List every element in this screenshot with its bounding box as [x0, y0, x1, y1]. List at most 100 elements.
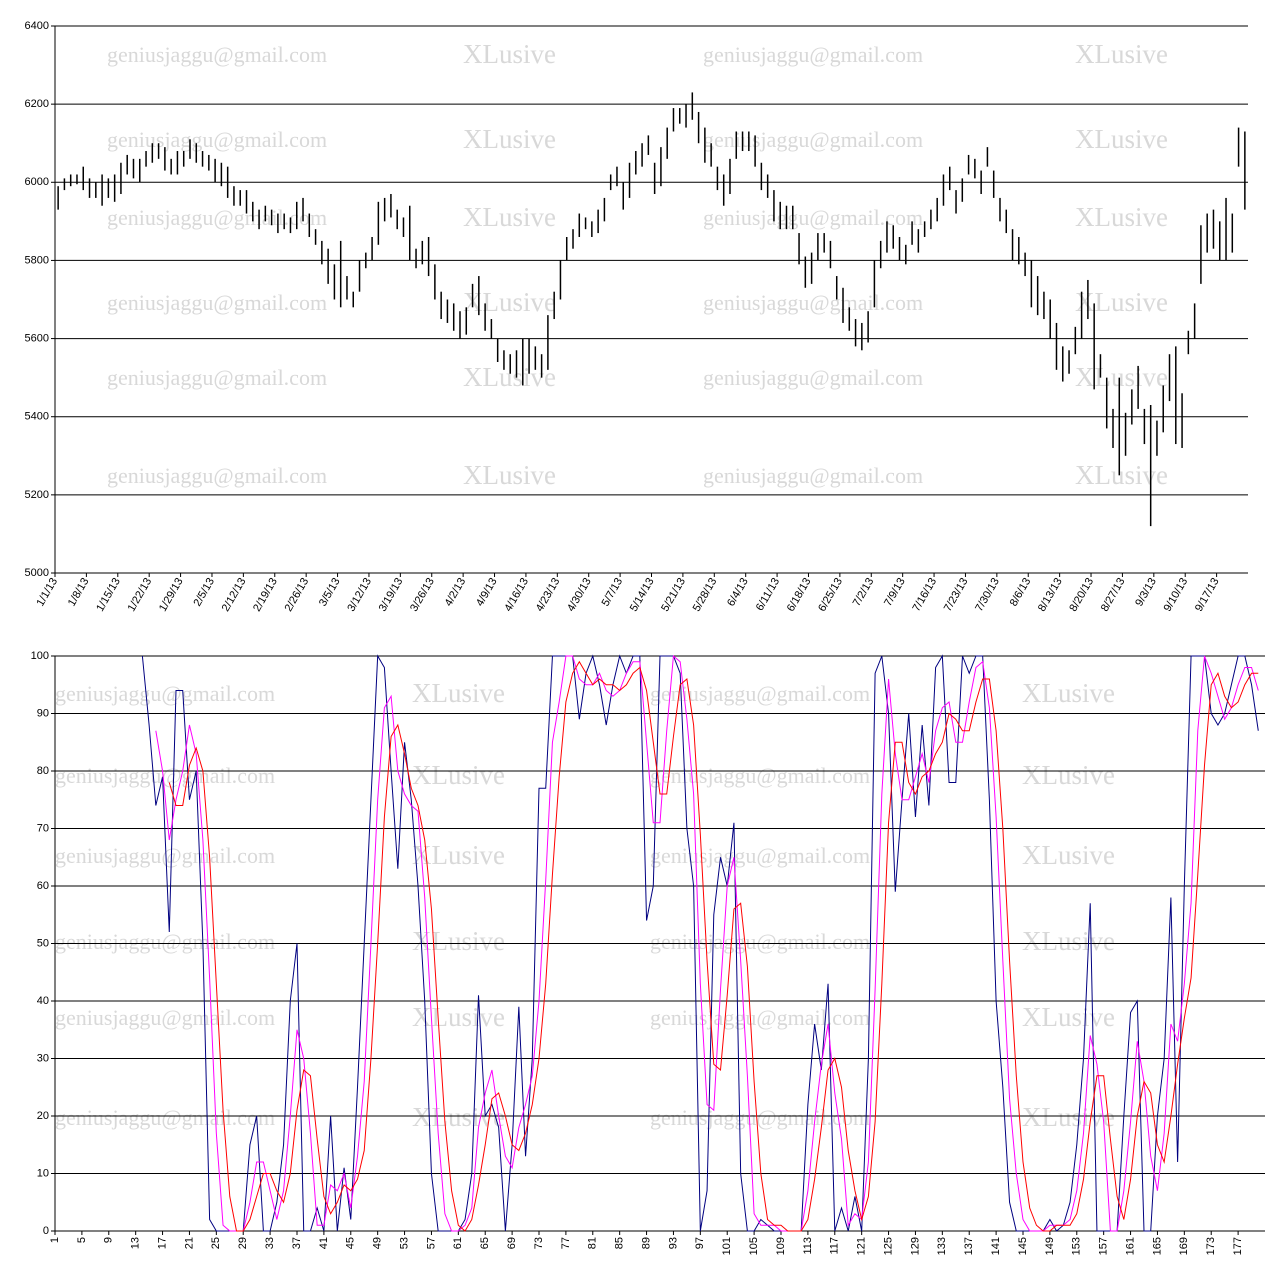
watermark: geniusjaggu@gmail.com [703, 463, 923, 488]
watermark: XLusive [412, 1002, 505, 1032]
x-tick-label: 25 [210, 1237, 222, 1249]
x-tick-label: 2/19/13 [251, 576, 280, 614]
y-tick-label: 90 [37, 707, 49, 719]
x-tick-label: 1/1/13 [34, 576, 60, 608]
watermark: geniusjaggu@gmail.com [703, 205, 923, 230]
watermark: geniusjaggu@gmail.com [55, 843, 275, 868]
x-tick-label: 4/23/13 [534, 576, 563, 614]
x-tick-label: 89 [640, 1237, 652, 1249]
x-tick-label: 7/16/13 [910, 576, 939, 614]
x-tick-label: 6/18/13 [785, 576, 814, 614]
series-line [168, 660, 1259, 1232]
x-tick-label: 6/4/13 [725, 576, 751, 608]
x-tick-label: 5/14/13 [628, 576, 657, 614]
watermark: geniusjaggu@gmail.com [650, 1105, 870, 1130]
y-tick-label: 80 [37, 765, 49, 777]
x-tick-label: 101 [721, 1237, 733, 1255]
x-tick-label: 33 [264, 1237, 276, 1249]
watermark: geniusjaggu@gmail.com [107, 463, 327, 488]
x-tick-label: 173 [1205, 1237, 1217, 1255]
watermark: geniusjaggu@gmail.com [650, 763, 870, 788]
x-tick-label: 8/27/13 [1099, 576, 1128, 614]
x-tick-label: 4/9/13 [474, 576, 500, 608]
x-tick-label: 57 [425, 1237, 437, 1249]
watermark: XLusive [463, 287, 556, 317]
watermark: XLusive [412, 678, 505, 708]
watermark: XLusive [1075, 124, 1168, 154]
watermark: geniusjaggu@gmail.com [55, 1105, 275, 1130]
y-tick-label: 0 [43, 1225, 49, 1237]
x-tick-label: 81 [587, 1237, 599, 1249]
x-tick-label: 117 [829, 1237, 841, 1255]
x-tick-label: 4/30/13 [565, 576, 594, 614]
x-tick-label: 4/16/13 [502, 576, 531, 614]
x-tick-label: 6/11/13 [754, 576, 782, 613]
series-line [141, 654, 1259, 1232]
watermark: XLusive [463, 39, 556, 69]
x-tick-label: 165 [1151, 1237, 1163, 1255]
y-tick-label: 60 [37, 880, 49, 892]
watermark: XLusive [1075, 202, 1168, 232]
x-tick-label: 149 [1044, 1237, 1056, 1255]
watermark: geniusjaggu@gmail.com [107, 127, 327, 152]
x-tick-label: 41 [318, 1237, 330, 1249]
x-tick-label: 49 [372, 1237, 384, 1249]
watermark: XLusive [1022, 1002, 1115, 1032]
x-tick-label: 3/12/13 [345, 576, 374, 614]
x-tick-label: 129 [909, 1237, 921, 1255]
watermark: geniusjaggu@gmail.com [107, 205, 327, 230]
x-tick-label: 1/8/13 [66, 576, 92, 608]
chart-panel: geniusjaggu@gmail.com XLusive geniusjaggu@… [31, 650, 1265, 1255]
x-tick-label: 4/2/13 [443, 576, 469, 608]
y-tick-label: 30 [37, 1052, 49, 1064]
y-tick-label: 5800 [25, 254, 49, 266]
watermark: XLusive [1022, 926, 1115, 956]
watermark: XLusive [1075, 287, 1168, 317]
x-tick-label: 5/21/13 [659, 576, 688, 614]
x-tick-label: 121 [856, 1237, 868, 1255]
x-tick-label: 45 [345, 1237, 357, 1249]
x-tick-label: 109 [775, 1237, 787, 1255]
watermark: geniusjaggu@gmail.com [107, 365, 327, 390]
x-tick-label: 8/13/13 [1036, 576, 1065, 614]
x-tick-label: 169 [1178, 1237, 1190, 1255]
x-tick-label: 7/23/13 [942, 576, 971, 614]
x-tick-label: 157 [1098, 1237, 1110, 1255]
x-tick-label: 17 [156, 1237, 168, 1249]
y-tick-label: 5400 [25, 411, 49, 423]
x-tick-label: 65 [479, 1237, 491, 1249]
watermark: XLusive [463, 460, 556, 490]
x-tick-label: 137 [963, 1237, 975, 1255]
series-line [155, 654, 1259, 1232]
x-tick-label: 3/26/13 [408, 576, 437, 614]
x-tick-label: 7/9/13 [882, 576, 908, 608]
x-tick-label: 9/10/13 [1162, 576, 1191, 614]
watermark: geniusjaggu@gmail.com [650, 843, 870, 868]
watermark: XLusive [463, 124, 556, 154]
watermark: geniusjaggu@gmail.com [650, 681, 870, 706]
y-tick-label: 100 [31, 650, 49, 662]
x-tick-label: 2/26/13 [283, 576, 312, 614]
watermark: geniusjaggu@gmail.com [703, 365, 923, 390]
x-tick-label: 93 [667, 1237, 679, 1249]
x-tick-label: 153 [1071, 1237, 1083, 1255]
watermark: XLusive [412, 926, 505, 956]
x-tick-label: 21 [183, 1237, 195, 1249]
y-tick-label: 5200 [25, 489, 49, 501]
y-tick-label: 6400 [25, 20, 49, 32]
x-tick-label: 13 [130, 1237, 142, 1249]
x-tick-label: 113 [802, 1237, 814, 1255]
y-tick-label: 5000 [25, 567, 49, 579]
x-tick-label: 9/17/13 [1193, 576, 1222, 614]
x-tick-label: 5/7/13 [600, 576, 626, 608]
x-tick-label: 85 [614, 1237, 626, 1249]
x-tick-label: 8/6/13 [1008, 576, 1034, 608]
watermark: XLusive [1022, 678, 1115, 708]
x-tick-label: 37 [291, 1237, 303, 1249]
x-tick-label: 1 [49, 1237, 61, 1243]
x-tick-label: 7/2/13 [851, 576, 877, 608]
x-tick-label: 125 [882, 1237, 894, 1255]
y-tick-label: 70 [37, 822, 49, 834]
x-tick-label: 177 [1232, 1237, 1244, 1255]
y-tick-label: 6000 [25, 176, 49, 188]
